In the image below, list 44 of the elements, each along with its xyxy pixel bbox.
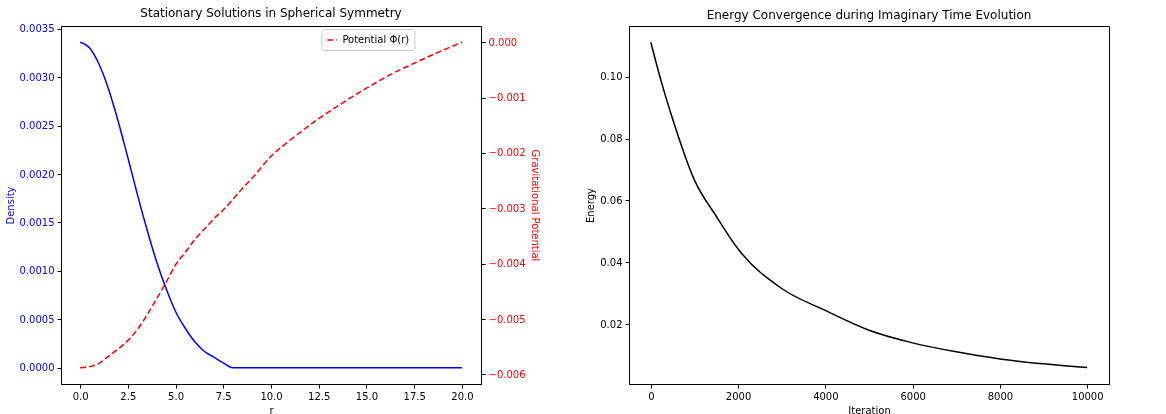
y2-tick-label: 0.000 <box>488 36 518 48</box>
x-tick-label: 10.0 <box>260 390 283 402</box>
y-tick-label: 0.04 <box>600 256 623 268</box>
x-tick-label: 12.5 <box>308 390 331 402</box>
y-tick-label: 0.06 <box>600 194 623 206</box>
x-tick-label: 0.0 <box>72 390 89 402</box>
chart-title: Energy Convergence during Imaginary Time Evolution <box>706 8 1032 22</box>
y2-tick-label: −0.005 <box>488 313 526 325</box>
x-tick-label: 8000 <box>987 390 1014 402</box>
y2-tick-label: −0.004 <box>488 258 526 270</box>
x-axis-title: r <box>269 404 275 414</box>
x-tick-label: 17.5 <box>403 390 426 402</box>
y-axis-title: Energy <box>585 187 597 224</box>
y-tick-label: 0.02 <box>600 318 623 330</box>
y-tick-label: 0.0035 <box>19 23 55 35</box>
y-tick-label: 0.10 <box>600 71 623 83</box>
x-axis-title: Iteration <box>848 404 891 414</box>
x-tick-label: 20.0 <box>451 390 474 402</box>
y-tick-label: 0.0015 <box>19 216 55 228</box>
y2-tick-label: −0.003 <box>488 202 526 214</box>
x-tick-label: 2.5 <box>120 390 137 402</box>
y2-tick-label: −0.001 <box>488 92 526 104</box>
y-tick-label: 0.08 <box>600 133 623 145</box>
y-tick-label: 0.0030 <box>19 71 55 83</box>
y-axis-title: Density <box>4 186 16 225</box>
y-tick-label: 0.0020 <box>19 168 55 180</box>
y-tick-label: 0.0025 <box>19 120 55 132</box>
x-tick-label: 5.0 <box>168 390 184 402</box>
x-tick-label: 7.5 <box>215 390 232 402</box>
y-tick-label: 0.0000 <box>19 362 55 374</box>
y-tick-label: 0.0005 <box>19 313 55 325</box>
x-tick-label: 4000 <box>813 390 839 402</box>
y2-tick-label: −0.006 <box>488 368 526 380</box>
line-series <box>650 41 1088 369</box>
x-tick-label: 0 <box>648 390 655 402</box>
y2-axis-title: Gravitational Potential <box>529 149 541 262</box>
y-tick-label: 0.0010 <box>19 265 55 277</box>
y2-tick-label: −0.002 <box>488 147 526 159</box>
x-tick-label: 10000 <box>1071 390 1104 402</box>
x-tick-label: 15.0 <box>355 390 379 402</box>
x-tick-label: 2000 <box>725 390 752 402</box>
x-tick-label: 6000 <box>900 390 926 402</box>
chart-title: Stationary Solutions in Spherical Symmetry <box>140 5 402 20</box>
legend-label: Potential Φ(r) <box>342 34 410 45</box>
